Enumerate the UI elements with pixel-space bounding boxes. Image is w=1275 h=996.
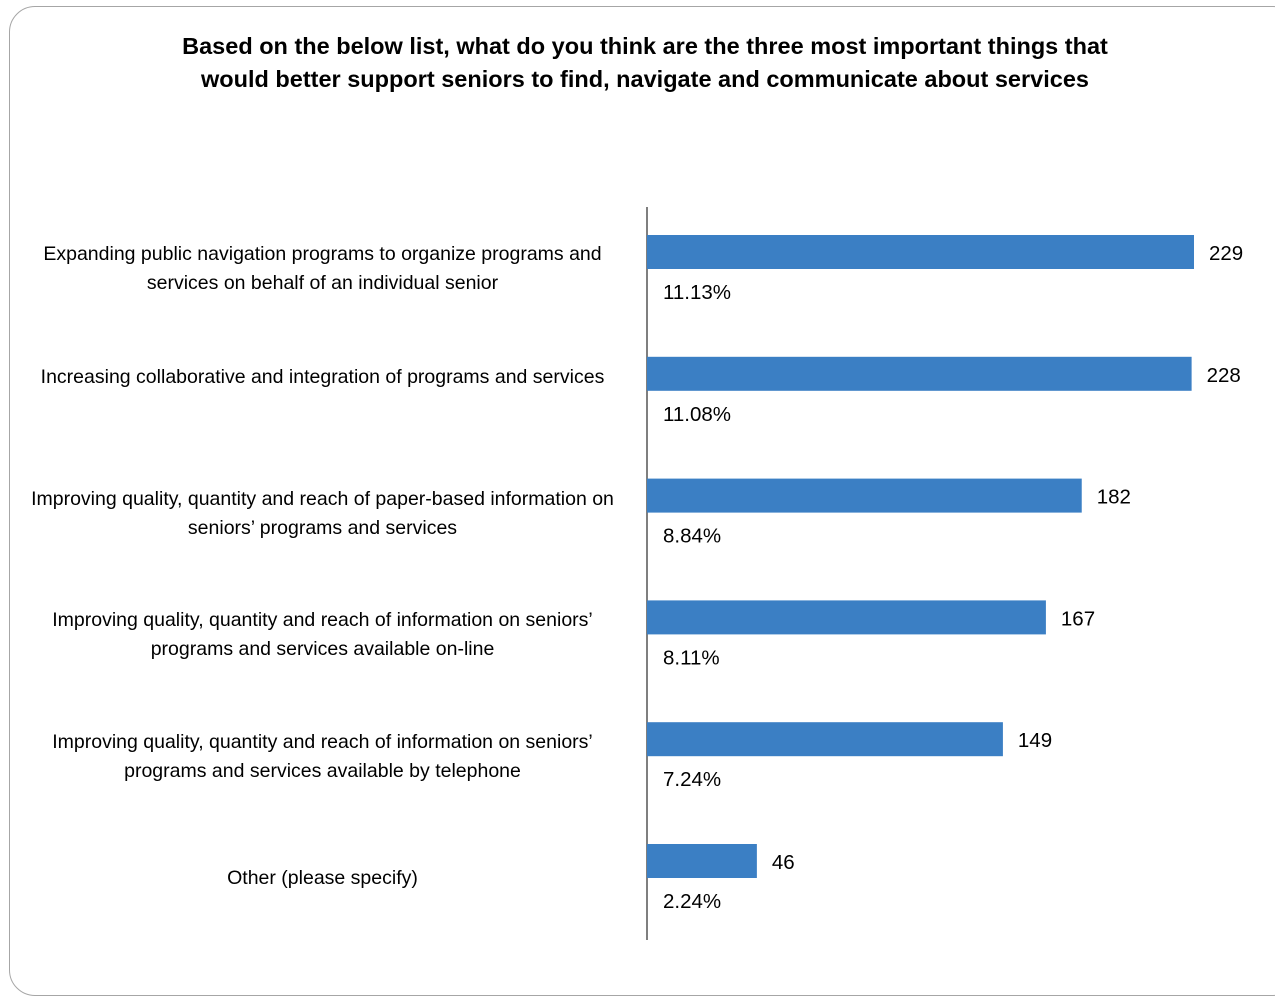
value-label: 149 [1018, 729, 1052, 752]
percent-label: 2.24% [663, 890, 721, 913]
value-label: 46 [772, 851, 795, 874]
value-label: 228 [1207, 364, 1241, 387]
percent-label: 8.84% [663, 525, 721, 548]
percent-label: 11.13% [663, 281, 731, 304]
category-label: Expanding public navigation programs to … [43, 243, 602, 294]
bar [647, 235, 1194, 269]
category-label: Improving quality, quantity and reach of… [31, 488, 614, 539]
chart-title: Based on the below list, what do you thi… [182, 33, 1108, 92]
category-label: Improving quality, quantity and reach of… [52, 731, 593, 782]
bar [647, 356, 1192, 391]
category-label: Improving quality, quantity and reach of… [52, 609, 593, 660]
percent-label: 7.24% [663, 768, 721, 791]
value-label: 182 [1097, 486, 1131, 509]
category-label: Other (please specify) [227, 867, 418, 889]
bar [647, 844, 757, 878]
plot-area: 229 11.13% 228 11.08% 182 8.84% 167 8.11% 149 7.2… [646, 207, 1243, 940]
value-label: 167 [1061, 607, 1095, 630]
bar [647, 478, 1082, 513]
bar [647, 600, 1046, 635]
percent-label: 11.08% [663, 403, 731, 426]
percent-label: 8.11% [663, 646, 720, 669]
value-label: 229 [1209, 242, 1243, 265]
bar [647, 722, 1003, 757]
category-label: Increasing collaborative and integration… [40, 366, 605, 388]
